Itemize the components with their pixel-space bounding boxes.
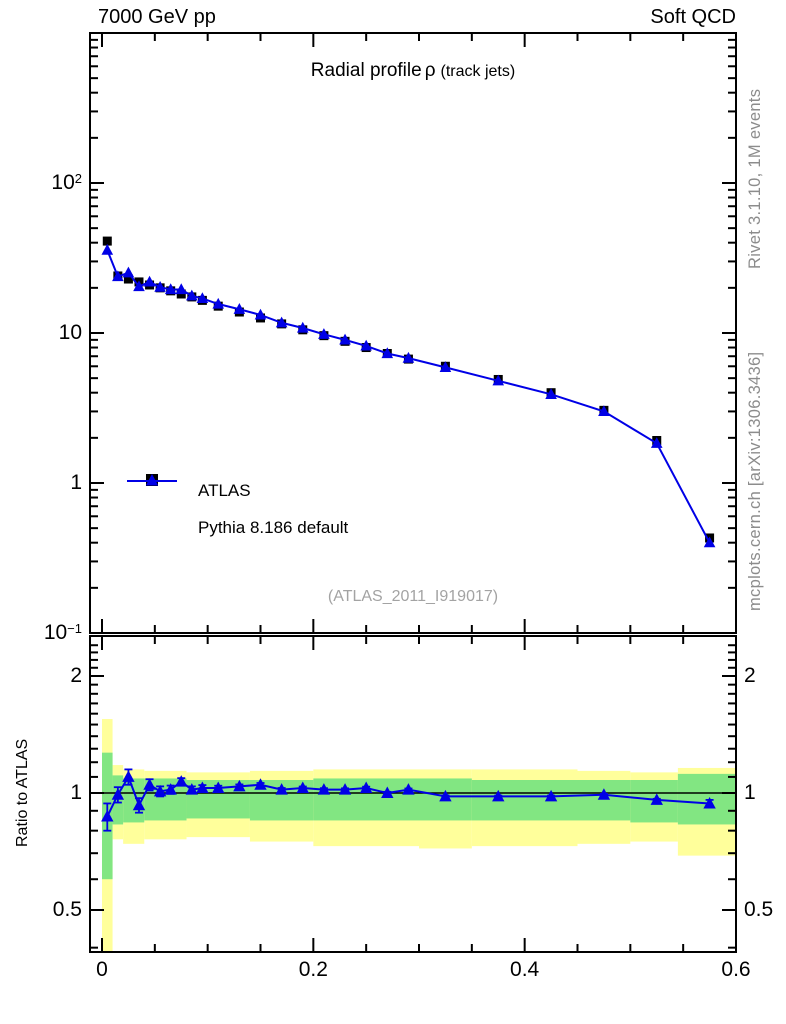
pythia-triangle-point	[650, 437, 663, 448]
axis-ticks	[90, 33, 737, 952]
ratio-triangle-point	[492, 789, 505, 802]
atlas-square-point	[102, 236, 112, 246]
pythia-triangle-point	[196, 292, 209, 304]
ratio-triangle-point	[101, 810, 114, 822]
rivet-version-credit: Rivet 3.1.10, 1M events	[746, 88, 764, 270]
plot-title-detail: (track jets)	[440, 63, 516, 80]
ratio-ytick-label-left: 0.5	[52, 898, 82, 921]
ratio-triangle-point	[703, 796, 716, 809]
legend-label-pythia: Pythia 8.186 default	[198, 517, 349, 537]
pythia-triangle-point	[233, 303, 246, 314]
pythia-triangle-point	[402, 351, 415, 363]
ratio-triangle-point	[122, 770, 135, 782]
ratio-triangle-point	[164, 783, 177, 795]
ratio-triangle-point	[185, 783, 199, 795]
ratio-triangle-point	[233, 779, 246, 792]
pythia-triangle-point	[275, 316, 288, 328]
pythia-triangle-point	[439, 361, 452, 372]
analysis-id-watermark: (ATLAS_2011_I919017)	[327, 588, 499, 605]
pythia-triangle-point	[122, 266, 135, 278]
pythia-triangle-point	[381, 347, 394, 359]
pythia-triangle-point	[339, 333, 351, 345]
xtick-label: 0.6	[721, 958, 751, 981]
plot-title: Radial profile ρ (track jets)	[90, 60, 736, 82]
ratio-triangle-point	[196, 781, 209, 794]
pythia-triangle-point	[164, 283, 177, 295]
ratio-triangle-point	[143, 778, 156, 790]
pythia-triangle-point	[545, 388, 557, 399]
pythia-triangle-point	[598, 405, 610, 417]
main-ytick-label: 10	[58, 321, 82, 344]
ratio-ytick-label-right: 2	[744, 664, 756, 687]
pythia-triangle-point	[492, 374, 505, 386]
ratio-ytick-label-left: 1	[70, 781, 82, 804]
pythia-triangle-point	[154, 280, 166, 292]
ratio-triangle-point	[439, 789, 452, 802]
ratio-triangle-point	[359, 781, 373, 794]
ratio-triangle-point	[544, 789, 558, 802]
atlas-square-point	[123, 274, 133, 284]
ratio-triangle-point	[254, 778, 267, 790]
ratio-ytick-label-left: 2	[70, 664, 82, 687]
ratio-triangle-point	[381, 786, 394, 798]
ratio-triangle-point	[296, 781, 309, 794]
ratio-triangle-point	[132, 798, 146, 811]
pythia-triangle-point	[133, 280, 145, 292]
beam-energy-label: 7000 GeV pp	[98, 6, 216, 28]
green-band-segment	[471, 780, 578, 821]
main-ytick-label: 10−1	[43, 621, 82, 644]
xtick-label: 0	[96, 958, 108, 981]
ratio-points	[101, 770, 716, 822]
ratio-triangle-point	[402, 783, 415, 795]
ratio-triangle-point	[111, 788, 125, 800]
pythia-triangle-point	[360, 339, 372, 351]
process-group-label: Soft QCD	[650, 6, 736, 28]
pythia-data-points	[101, 243, 716, 548]
pythia-triangle-point	[703, 536, 716, 548]
pythia-triangle-point	[212, 297, 225, 309]
pythia-triangle-point	[101, 243, 114, 255]
pythia-triangle-point	[112, 270, 124, 282]
ratio-triangle-point	[175, 775, 188, 787]
mcplots-credit: mcplots.cern.ch [arXiv:1306.3436]	[746, 351, 764, 611]
pythia-triangle-point	[186, 289, 198, 301]
ratio-triangle-point	[317, 783, 331, 795]
pythia-triangle-point	[318, 328, 330, 339]
pythia-triangle-point	[143, 275, 156, 287]
ratio-triangle-point	[338, 783, 352, 795]
rho-symbol: ρ	[424, 60, 436, 81]
ratio-triangle-point	[212, 781, 225, 794]
green-band-segment	[577, 780, 631, 821]
main-ytick-label: 102	[51, 171, 82, 194]
main-ytick-label: 1	[70, 471, 82, 494]
xtick-label: 0.4	[510, 958, 540, 981]
ratio-triangle-point	[597, 788, 611, 800]
pythia-triangle-point	[254, 308, 267, 320]
legend: ATLAS Pythia 8.186 default	[126, 472, 348, 546]
ratio-ytick-label-right: 1	[744, 781, 756, 804]
pythia-triangle-point	[296, 321, 309, 333]
ratio-uncertainty-bands	[102, 719, 736, 952]
ratio-ytick-label-right: 0.5	[744, 898, 774, 921]
legend-label-atlas: ATLAS	[198, 480, 251, 500]
pythia-triangle-point	[175, 283, 188, 295]
legend-item-pythia: Pythia 8.186 default	[126, 474, 349, 546]
ratio-triangle-point	[153, 784, 167, 797]
xtick-label: 0.2	[298, 958, 328, 981]
ratio-triangle-point	[650, 793, 663, 805]
plot-title-text: Radial profile	[310, 60, 422, 81]
ratio-triangle-point	[275, 783, 288, 795]
